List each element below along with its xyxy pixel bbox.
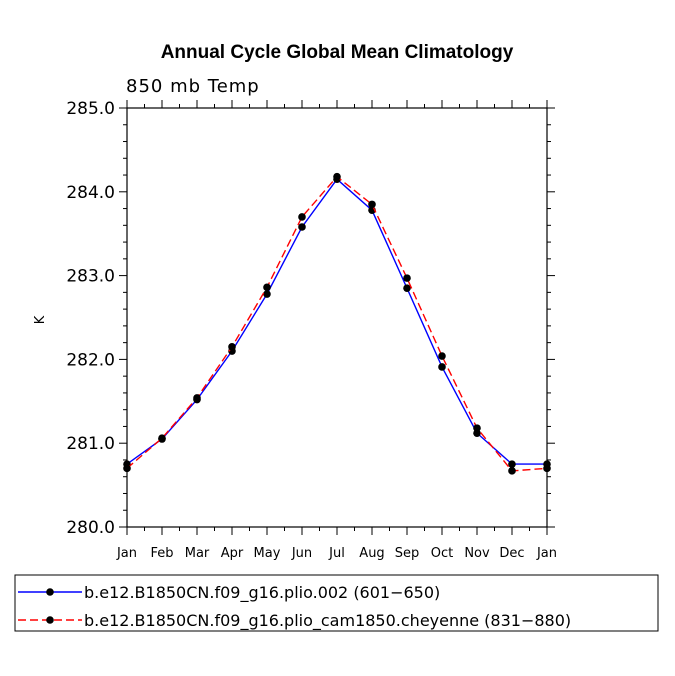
series-2-point bbox=[403, 274, 411, 282]
legend: b.e12.B1850CN.f09_g16.plio.002 (601−650)… bbox=[18, 583, 571, 631]
series-layer bbox=[123, 173, 551, 475]
series-2-point bbox=[508, 467, 516, 475]
x-tick-label: Apr bbox=[221, 546, 244, 561]
y-tick-label: 283.0 bbox=[66, 267, 115, 287]
tick-marks bbox=[119, 100, 555, 535]
series-2-point bbox=[333, 173, 341, 181]
x-tick-label: May bbox=[254, 546, 281, 561]
y-tick-label: 280.0 bbox=[66, 518, 115, 538]
series-2-point bbox=[193, 394, 201, 402]
series-2-point bbox=[123, 465, 131, 473]
y-tick-labels: 280.0 281.0 282.0 283.0 284.0 285.0 bbox=[66, 99, 115, 538]
x-tick-label: Jun bbox=[291, 546, 312, 561]
legend-marker-2 bbox=[46, 616, 54, 624]
x-tick-label: Mar bbox=[185, 546, 210, 561]
x-tick-label: Nov bbox=[464, 546, 490, 561]
series-2-point bbox=[368, 201, 376, 209]
chart-subtitle: 850 mb Temp bbox=[126, 76, 260, 97]
series-line-1 bbox=[127, 179, 547, 464]
x-tick-label: Sep bbox=[395, 546, 420, 561]
y-tick-label: 281.0 bbox=[66, 434, 115, 454]
series-1-point bbox=[438, 363, 446, 371]
series-2-point bbox=[298, 213, 306, 221]
plot-frame bbox=[127, 108, 547, 527]
series-1-point bbox=[298, 223, 306, 231]
series-2-point bbox=[543, 465, 551, 473]
series-2-point bbox=[228, 343, 236, 351]
x-tick-labels: Jan Feb Mar Apr May Jun Jul Aug Sep Oct Nov Dec Jan bbox=[116, 546, 557, 561]
y-tick-label: 285.0 bbox=[66, 99, 115, 119]
legend-label-1: b.e12.B1850CN.f09_g16.plio.002 (601−650) bbox=[84, 583, 440, 603]
series-2-point bbox=[158, 434, 166, 442]
legend-marker-1 bbox=[46, 588, 54, 596]
series-line-2 bbox=[127, 177, 547, 471]
y-tick-label: 282.0 bbox=[66, 350, 115, 370]
x-tick-label: Jan bbox=[116, 546, 137, 561]
series-2-point bbox=[438, 352, 446, 360]
x-tick-label: Oct bbox=[431, 546, 453, 561]
y-axis-label: K bbox=[33, 315, 48, 324]
legend-label-2: b.e12.B1850CN.f09_g16.plio_cam1850.cheye… bbox=[84, 611, 571, 631]
series-2-point bbox=[473, 424, 481, 432]
series-2-point bbox=[263, 284, 271, 292]
x-tick-label: Jan bbox=[536, 546, 557, 561]
series-1-point bbox=[508, 460, 516, 468]
chart-title: Annual Cycle Global Mean Climatology bbox=[161, 42, 514, 63]
chart: Annual Cycle Global Mean Climatology 850… bbox=[0, 0, 675, 676]
x-tick-label: Aug bbox=[359, 546, 384, 561]
series-1-point bbox=[263, 290, 271, 298]
y-tick-label: 284.0 bbox=[66, 183, 115, 203]
x-tick-label: Dec bbox=[499, 546, 524, 561]
x-tick-label: Jul bbox=[328, 546, 345, 561]
x-tick-label: Feb bbox=[150, 546, 173, 561]
